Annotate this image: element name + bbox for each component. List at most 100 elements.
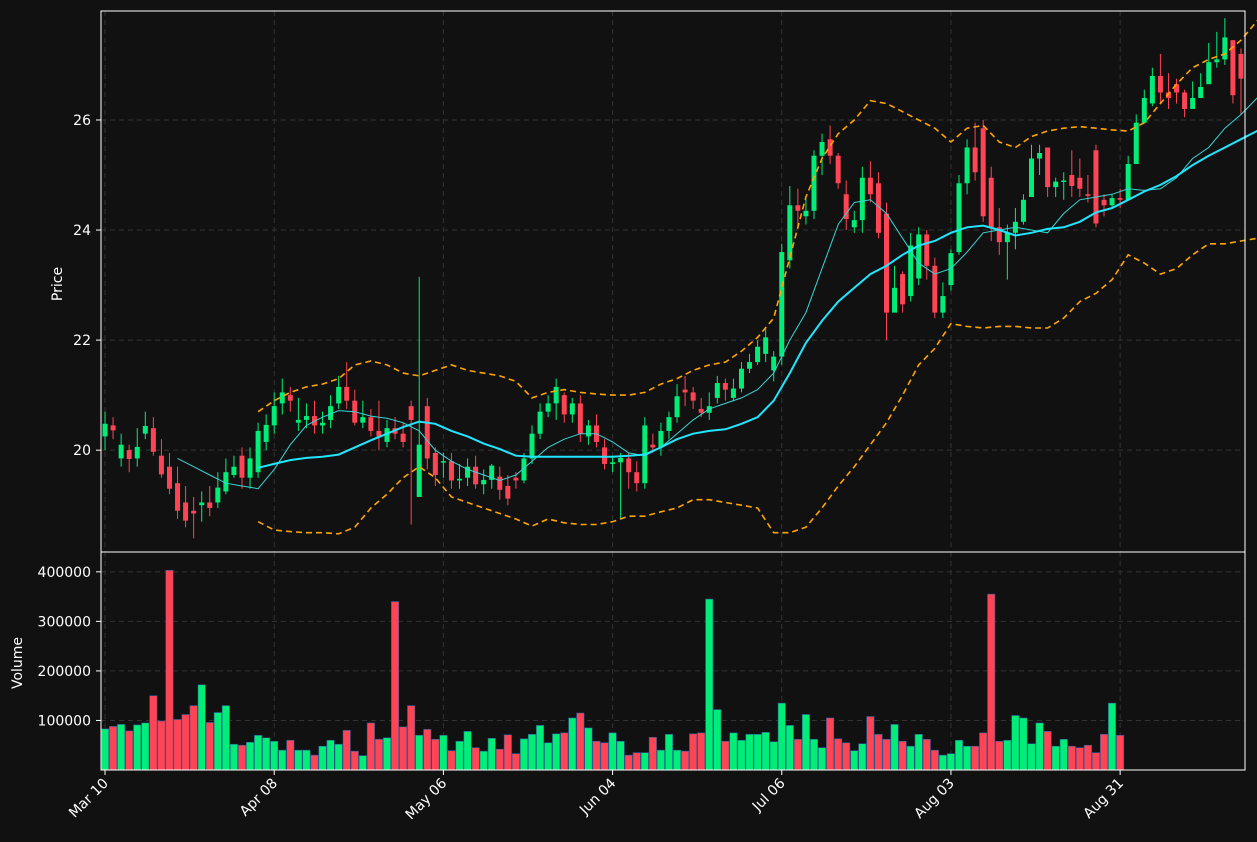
volume-bar [834,738,843,771]
volume-tick-label: 300000 [38,614,91,630]
candle-body [924,234,930,266]
candle-body [803,210,809,217]
candle-body [1165,92,1171,98]
volume-bar [528,734,537,771]
candle-body [1133,122,1139,164]
candle-body [1198,86,1204,98]
candle-body [1214,59,1220,63]
candle-body [166,466,172,489]
candle-body [690,392,696,401]
volume-bar [350,750,359,771]
candle-body [102,423,108,437]
candle-body [497,476,503,490]
volume-bar [1035,722,1044,771]
candle-body [328,406,334,420]
volume-bar [536,725,545,771]
candle-body [730,388,736,398]
volume-bar [801,714,810,771]
candle-body [336,386,342,404]
candle-body [376,430,382,437]
candle-body [1109,198,1115,206]
candle-body [859,177,865,221]
volume-bar [584,727,593,771]
candle-body [996,227,1002,243]
candle-body [811,155,817,211]
candle-body [682,389,688,393]
candle-body [199,502,205,506]
candle-body [892,287,898,313]
volume-bar [616,740,625,771]
volume-bar [197,684,206,771]
volume-bar [858,743,867,771]
candle-body [529,433,535,459]
volume-bar [431,738,440,771]
candle-body [1101,199,1107,206]
volume-bar [495,748,504,771]
candle-body [1238,53,1244,79]
volume-bar [713,709,722,771]
volume-bar [922,738,931,771]
candle-body [400,433,406,442]
price-tick-label: 26 [73,113,91,129]
candle-body [875,183,881,233]
volume-axis-title: Volume [10,637,26,689]
volume-bar [1043,731,1052,771]
long-moving-average-line [257,129,1257,469]
volume-bar [648,736,657,771]
volume-bar [753,734,762,771]
candle-body [150,428,156,452]
volume-bar [785,725,794,771]
candle-body [287,395,293,401]
candle-body [368,417,374,431]
candle-body [1222,37,1228,60]
candle-body [972,147,978,173]
volume-bar [890,724,899,771]
volume-bar [302,749,311,771]
volume-bar [963,745,972,771]
candle-body [964,147,970,184]
candle-body [698,408,704,413]
candle-body [1061,180,1067,183]
volume-bar [769,741,778,771]
candle-body [1230,40,1236,96]
volume-bar [697,732,706,771]
candle-body [916,234,922,279]
candle-body [465,466,471,478]
candle-body [1149,75,1155,104]
candle-body [658,430,664,448]
volume-bar [979,732,988,771]
volume-bar [334,743,343,771]
candle-body [747,362,753,369]
candle-body [569,403,575,415]
candle-body [521,458,527,481]
candle-body [408,406,414,420]
volume-bar [423,729,432,771]
candle-body [1069,175,1075,187]
volume-bar [809,738,818,771]
candle-body [553,386,559,404]
candle-body [867,177,873,195]
candle-body [763,337,769,354]
volume-bar [447,750,456,771]
volume-bar [133,724,142,771]
volume-bar [471,747,480,771]
candle-body [126,450,132,459]
candle-body [779,252,785,357]
candle-body [271,406,277,426]
volume-bar [608,732,617,771]
volume-bar [624,754,633,771]
volume-bar [745,734,754,771]
candle-body [1125,163,1131,200]
candle-body [561,395,567,415]
volume-panel [101,570,1125,771]
candle-body [948,253,954,286]
candle-body [448,461,454,481]
candle-body [585,425,591,437]
candle-body [134,446,140,459]
volume-bar [954,739,964,771]
volume-tick-label: 400000 [38,565,91,581]
volume-bar [938,754,947,771]
volume-bar [487,737,496,771]
candle-body [787,205,793,261]
candle-body [1029,158,1035,198]
